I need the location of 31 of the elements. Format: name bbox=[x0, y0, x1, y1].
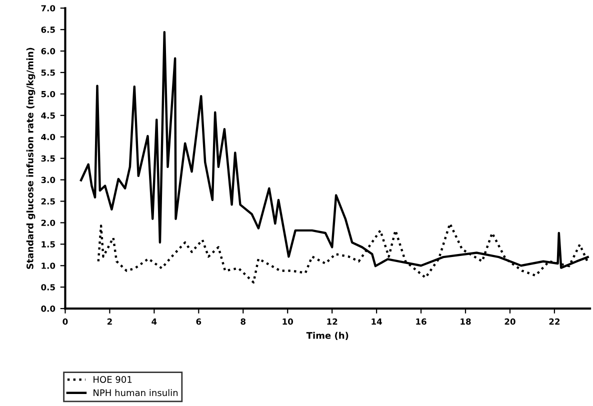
y-tick-label: 6.0 bbox=[41, 48, 56, 54]
x-tick-label: 18 bbox=[460, 318, 471, 325]
y-tick-label: 4.5 bbox=[41, 112, 55, 119]
y-tick-label: 4.0 bbox=[41, 134, 56, 140]
y-axis-title: Standard glucose infusion rate (mg/kg/min) bbox=[26, 48, 36, 269]
x-tick-label: 6 bbox=[196, 318, 202, 325]
x-axis-title: Time (h) bbox=[306, 332, 348, 340]
y-tick-label: 3.0 bbox=[41, 176, 56, 184]
y-tick-label: 2.5 bbox=[41, 198, 55, 205]
y-tick-label: 3.5 bbox=[41, 155, 55, 162]
x-tick-label: 0 bbox=[62, 318, 68, 325]
x-tick-label: 10 bbox=[282, 318, 294, 325]
y-tick-label: 6.5 bbox=[41, 26, 55, 33]
x-tick-label: 16 bbox=[416, 318, 426, 325]
x-tick-label: 12 bbox=[327, 318, 338, 325]
x-tick-label: 8 bbox=[240, 318, 246, 325]
y-tick-label: 7.0 bbox=[41, 5, 56, 12]
y-tick-label: 1.0 bbox=[42, 262, 56, 269]
x-tick-label: 20 bbox=[504, 318, 516, 325]
y-tick-label: 1.5 bbox=[42, 241, 55, 248]
y-tick-label: 0.0 bbox=[41, 306, 56, 312]
legend-label: HOE 901 bbox=[94, 376, 132, 383]
legend-label: NPH human insulin bbox=[94, 389, 178, 396]
x-tick-label: 22 bbox=[549, 318, 560, 325]
y-tick-label: 2.0 bbox=[41, 220, 56, 226]
y-tick-label: 5.0 bbox=[41, 90, 56, 98]
x-tick-label: 2 bbox=[107, 318, 112, 325]
x-tick-label: 14 bbox=[372, 318, 382, 325]
x-tick-label: 4 bbox=[152, 318, 157, 325]
y-tick-label: 5.5 bbox=[41, 70, 55, 76]
y-tick-label: 0.5 bbox=[41, 284, 55, 290]
